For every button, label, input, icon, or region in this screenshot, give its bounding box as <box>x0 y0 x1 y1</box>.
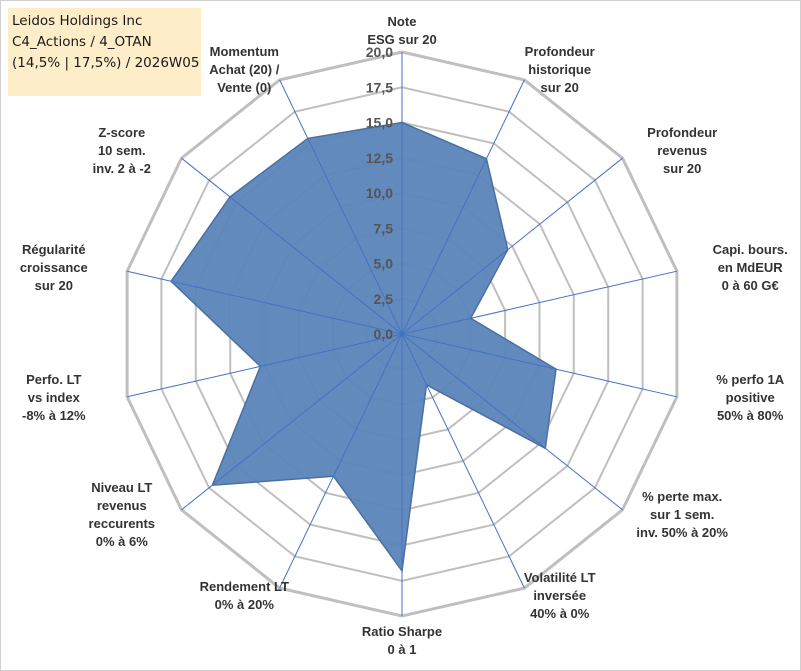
axis-label-line: 0% à 20% <box>215 597 275 612</box>
axis-label-line: 0 à 1 <box>388 642 417 657</box>
axis-label-line: inv. 50% à 20% <box>636 525 728 540</box>
axis-spoke <box>401 333 525 589</box>
axis-label-line: Volatilité LT <box>524 570 596 585</box>
title-line-company: Leidos Holdings Inc <box>12 13 143 29</box>
axis-label-line: Ratio Sharpe <box>362 624 442 639</box>
axis-label: Momentum Achat (20) / Vente (0) <box>209 44 279 95</box>
axis-label: Capi. bours. en MdEUR 0 à 60 G€ <box>713 242 788 293</box>
axis-label: Niveau LT revenus reccurents 0% à 6% <box>89 480 155 549</box>
axis-spoke <box>401 79 525 335</box>
axis-label: % perfo 1A positive 50% à 80% <box>716 372 785 423</box>
axis-label: Volatilité LT inversée 40% à 0% <box>524 570 596 621</box>
axis-label-line: 50% à 80% <box>717 408 784 423</box>
axis-label-line: Rendement LT <box>200 579 289 594</box>
axis-label: Z-score 10 sem. inv. 2 à -2 <box>93 125 151 176</box>
axis-label-line: Niveau LT <box>91 480 152 495</box>
axis-label-line: Capi. bours. <box>713 242 788 257</box>
axis-label-line: revenus <box>97 498 147 513</box>
tick-label: 15,0 <box>366 115 393 131</box>
axis-label-line: sur 1 sem. <box>650 507 714 522</box>
axis-label-line: sur 20 <box>541 80 579 95</box>
axis-spoke <box>401 157 623 335</box>
axis-label-line: 0 à 60 G€ <box>722 278 779 293</box>
axis-spoke <box>279 333 403 589</box>
axis-spoke <box>126 333 403 398</box>
axis-label-line: % perfo 1A <box>716 372 785 387</box>
axis-label-line: en MdEUR <box>718 260 784 275</box>
axis-label: % perte max. sur 1 sem. inv. 50% à 20% <box>636 489 728 540</box>
axis-label: Régularité croissance sur 20 <box>20 242 88 293</box>
tick-label: 2,5 <box>374 291 394 307</box>
tick-label: 10,0 <box>366 185 393 201</box>
axis-label-line: revenus <box>657 143 707 158</box>
axis-label-line: Perfo. LT <box>26 372 81 387</box>
axis-label-line: sur 20 <box>663 161 701 176</box>
axis-label-line: -8% à 12% <box>22 408 86 423</box>
axis-label-line: historique <box>528 62 591 77</box>
axis-label-line: Note <box>388 14 417 29</box>
axis-spoke <box>181 157 403 335</box>
tick-label: 0,0 <box>374 326 394 342</box>
axis-label-line: inversée <box>533 588 586 603</box>
axis-label: Ratio Sharpe 0 à 1 <box>362 624 442 657</box>
axis-label-line: 0% à 6% <box>96 534 148 549</box>
axis-label-line: Profondeur <box>647 125 717 140</box>
axis-spoke <box>279 79 403 335</box>
axis-label-line: % perte max. <box>642 489 722 504</box>
axis-label-line: positive <box>726 390 775 405</box>
title-line-category: C4_Actions / 4_OTAN <box>12 34 152 50</box>
axis-spoke <box>401 333 623 511</box>
axis-spoke <box>401 270 678 335</box>
axis-label-line: 40% à 0% <box>530 606 590 621</box>
tick-label: 20,0 <box>366 44 393 60</box>
axis-label-line: Profondeur <box>525 44 595 59</box>
chart-title-box: Leidos Holdings Inc C4_Actions / 4_OTAN … <box>8 8 201 96</box>
axis-label: Rendement LT 0% à 20% <box>200 579 289 612</box>
axis-spoke <box>126 270 403 335</box>
axis-label-line: Z-score <box>98 125 145 140</box>
axis-label: Note ESG sur 20 <box>367 14 436 47</box>
axis-label-line: croissance <box>20 260 88 275</box>
tick-label: 12,5 <box>366 150 393 166</box>
tick-label: 17,5 <box>366 79 393 95</box>
axis-label-line: Momentum <box>210 44 279 59</box>
axis-label-line: Régularité <box>22 242 86 257</box>
axis-label-line: Achat (20) / <box>209 62 279 77</box>
axis-label: Profondeur revenus sur 20 <box>647 125 717 176</box>
axis-label-line: sur 20 <box>35 278 73 293</box>
tick-label: 5,0 <box>374 256 394 272</box>
axis-spoke <box>401 333 678 398</box>
axis-label-line: ESG sur 20 <box>367 32 436 47</box>
axis-label-line: 10 sem. <box>98 143 146 158</box>
axis-label-line: vs index <box>28 390 81 405</box>
axis-label: Profondeur historique sur 20 <box>525 44 595 95</box>
axis-spoke <box>181 333 403 511</box>
title-line-period: (14,5% | 17,5%) / 2026W05 <box>12 55 200 71</box>
axis-label-line: Vente (0) <box>217 80 271 95</box>
tick-label: 7,5 <box>374 220 394 236</box>
axis-label: Perfo. LT vs index -8% à 12% <box>22 372 86 423</box>
axis-label-line: inv. 2 à -2 <box>93 161 151 176</box>
axis-label-line: reccurents <box>89 516 155 531</box>
